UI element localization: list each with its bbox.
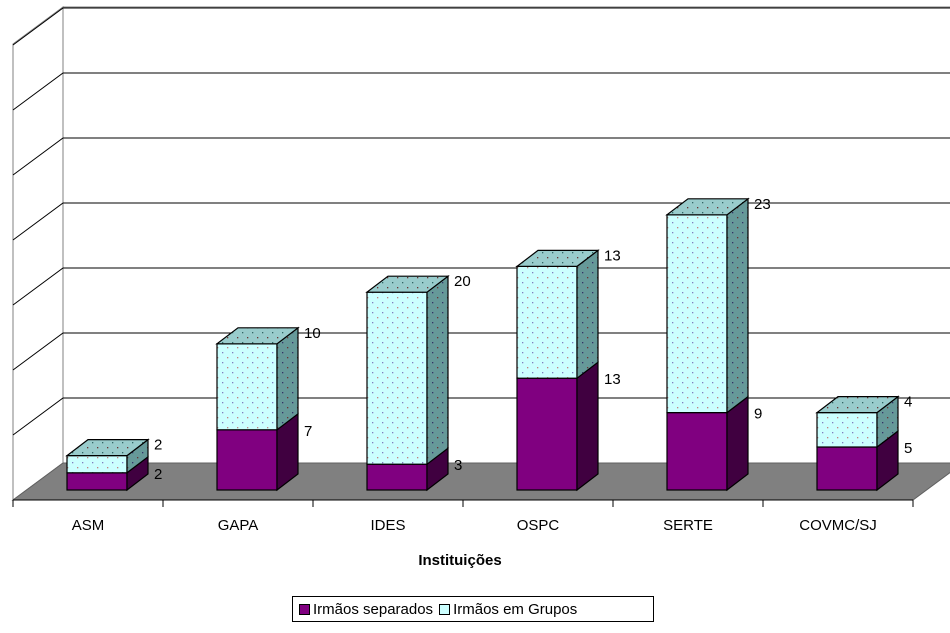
x-tick-label: OSPC (517, 517, 560, 534)
gridline (12, 397, 950, 436)
data-label: 7 (304, 423, 312, 440)
x-axis-title: Instituições (418, 552, 501, 569)
bar-top (65, 439, 150, 457)
bar-side (576, 249, 599, 380)
bar-side (576, 360, 599, 492)
x-tick-label: ASM (72, 517, 105, 534)
x-tick-label: SERTE (663, 517, 713, 534)
data-label: 10 (304, 325, 321, 342)
bar-top (515, 249, 600, 267)
bar-ospc-series-1 (516, 265, 578, 379)
legend-item-separados: Irmãos separados (299, 601, 433, 618)
gridline (12, 332, 950, 371)
bar-side (726, 197, 749, 414)
data-label: 9 (754, 406, 762, 423)
bar-side (426, 274, 449, 466)
bar-top (215, 327, 300, 345)
data-label: 2 (154, 437, 162, 454)
bar-gapa-series-1 (216, 343, 278, 431)
chart-background (11, 6, 950, 507)
x-tick-label: IDES (370, 517, 405, 534)
bar-serte-series-1 (666, 214, 728, 414)
legend-swatch-separados (299, 603, 310, 615)
chart-legend: Irmãos separados Irmãos em Grupos (292, 596, 654, 622)
gridline (12, 267, 950, 306)
bar-covmcsj-series-1 (816, 412, 878, 448)
bar-ospc-series-0 (516, 377, 578, 491)
bar-top (665, 198, 750, 216)
gridline (12, 72, 950, 111)
legend-label-grupos: Irmãos em Grupos (453, 600, 578, 618)
legend-label-separados: Irmãos separados (313, 600, 434, 618)
chart-labels: 2 2 ASM 7 10 GAPA 3 20 IDES 13 13 OSPC 9 23 SERTE 5 4 COV… (72, 196, 913, 569)
data-label: 3 (454, 457, 462, 474)
legend-swatch-grupos (439, 603, 451, 615)
bar-ides-series-0 (366, 463, 428, 491)
gridline (12, 137, 950, 176)
bar-ides-series-1 (366, 291, 428, 465)
chart-bars (65, 197, 900, 492)
data-label: 23 (754, 196, 771, 213)
gridline (12, 7, 950, 46)
bar-serte-series-0 (666, 412, 728, 491)
data-label: 13 (604, 371, 621, 388)
bar-asm-series-0 (66, 472, 128, 491)
data-label: 4 (904, 394, 912, 411)
side-wall (12, 6, 64, 501)
x-tick-label: COVMC/SJ (799, 517, 877, 534)
data-label: 2 (154, 466, 162, 483)
gridline (12, 202, 950, 241)
bar-top (365, 275, 450, 293)
bar-asm-series-1 (66, 455, 128, 474)
x-tick-label: GAPA (218, 517, 259, 534)
data-label: 20 (454, 273, 471, 290)
bar-side (276, 326, 299, 432)
legend-item-grupos: Irmãos em Grupos (439, 601, 577, 618)
bar-covmcsj-series-0 (816, 446, 878, 491)
data-label: 5 (904, 440, 912, 457)
bar-top (815, 396, 900, 414)
bar-gapa-series-0 (216, 429, 278, 491)
data-label: 13 (604, 247, 621, 264)
back-wall (62, 6, 950, 464)
